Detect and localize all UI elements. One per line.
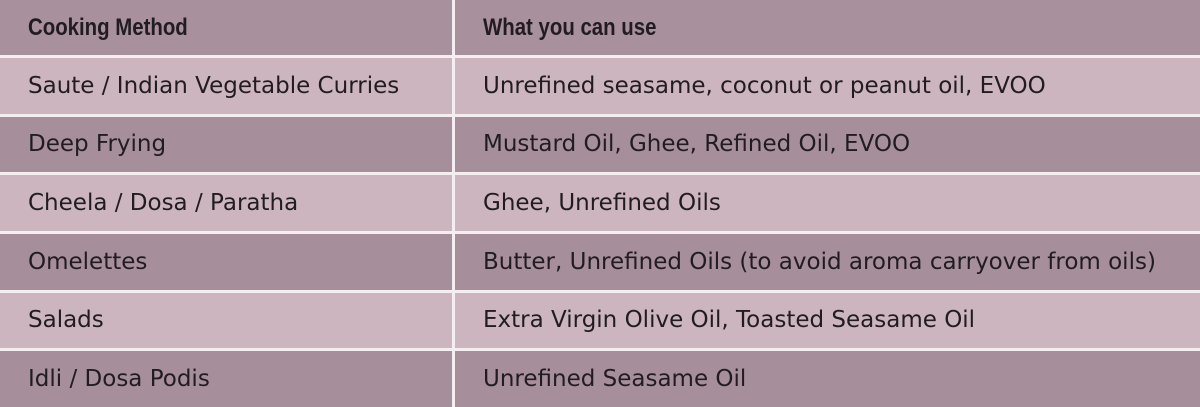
header-cooking-method: Cooking Method [0,0,452,55]
table-cell-use: Butter, Unrefined Oils (to avoid aroma c… [455,234,1200,290]
table-cell-method: Saute / Indian Vegetable Curries [0,58,452,114]
table-cell-method: Deep Frying [0,116,452,173]
table-cell-method: Cheela / Dosa / Paratha [0,175,452,231]
table-cell-use: Unrefined seasame, coconut or peanut oil… [455,58,1200,114]
header-label: What you can use [483,13,657,41]
table-cell-method: Idli / Dosa Podis [0,351,452,407]
table-cell-method: Omelettes [0,234,452,290]
table-cell-use: Ghee, Unrefined Oils [455,175,1200,231]
table-cell-method: Salads [0,292,452,349]
table-cell-use: Mustard Oil, Ghee, Refined Oil, EVOO [455,116,1200,173]
header-what-you-can-use: What you can use [455,0,1200,55]
table-cell-use: Unrefined Seasame Oil [455,351,1200,407]
table-cell-use: Extra Virgin Olive Oil, Toasted Seasame … [455,292,1200,349]
header-label: Cooking Method [28,13,188,41]
